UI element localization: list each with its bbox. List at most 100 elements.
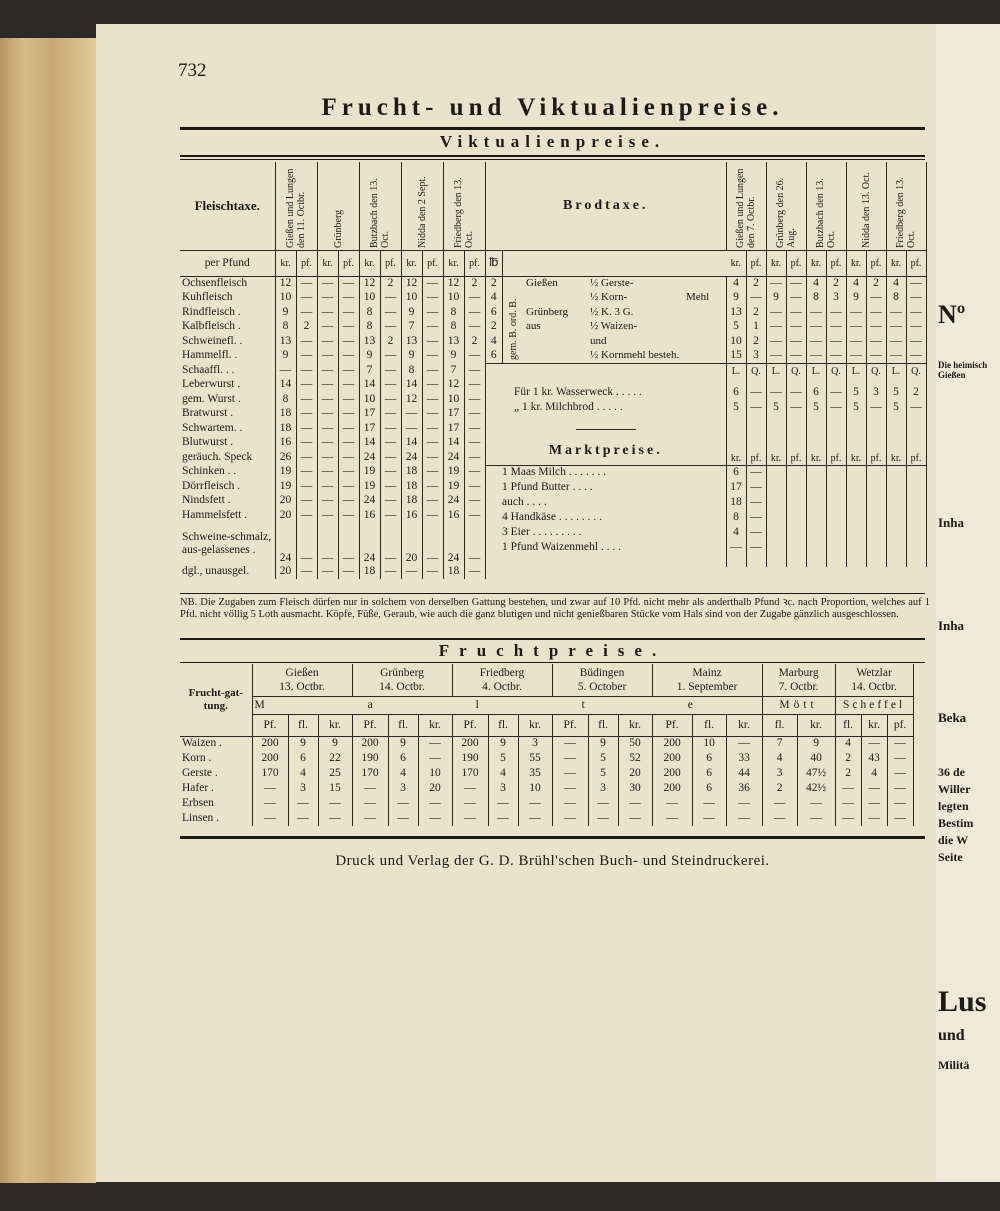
unit-header: kr. xyxy=(443,250,465,277)
value: 5 xyxy=(846,385,867,400)
value: — xyxy=(317,564,339,579)
unit-header: kr. xyxy=(846,437,867,466)
value: — xyxy=(338,450,360,465)
unit-header: kr. xyxy=(806,437,827,466)
book-edge xyxy=(0,38,96,1183)
value: — xyxy=(826,400,847,415)
city-date: 4. Octbr. xyxy=(482,680,522,693)
value: 5 xyxy=(488,751,519,766)
value: — xyxy=(338,421,360,436)
value: — xyxy=(906,305,927,320)
value: — xyxy=(786,305,807,320)
row-label: Schaaffl. . . xyxy=(180,363,276,378)
page-fragment: Nº xyxy=(938,300,966,329)
blank-cell xyxy=(786,465,807,480)
value: 13 xyxy=(443,334,465,349)
value: — xyxy=(317,392,339,407)
value: 33 xyxy=(726,751,763,766)
value: 25 xyxy=(318,766,353,781)
unit-header: Q. xyxy=(866,362,887,379)
unit-header: Pf. xyxy=(552,714,589,737)
value: — xyxy=(464,392,486,407)
value: — xyxy=(464,421,486,436)
value: — xyxy=(746,540,767,555)
value: 4 xyxy=(726,525,747,540)
grain: ½ Gerste- xyxy=(590,277,634,289)
value: — xyxy=(296,464,318,479)
value: — xyxy=(352,781,389,796)
column-header: Friedberg den 13. Oct. xyxy=(443,162,486,251)
value: 18 xyxy=(401,479,423,494)
spacer xyxy=(726,555,747,567)
value: — xyxy=(317,508,339,523)
spacer xyxy=(726,379,747,385)
value: — xyxy=(826,319,847,334)
value: 20 xyxy=(275,508,297,523)
unit-header: Pf. xyxy=(352,714,389,737)
table-row: Brodtaxe. Gießen und Lungen den 7. Octbr.… xyxy=(486,162,927,251)
city-header: Büdingen 5. October xyxy=(552,664,653,697)
value: 170 xyxy=(452,766,489,781)
value: 13 xyxy=(359,334,381,349)
value: — xyxy=(380,319,402,334)
page-fragment: Bestim xyxy=(938,816,974,830)
row-label: geräuch. Speck xyxy=(180,450,276,465)
measure: Mött xyxy=(762,696,836,715)
city-header: Butzbach den 13. Oct. xyxy=(815,178,838,248)
value: — xyxy=(380,479,402,494)
city-header: Butzbach den 13. Oct. xyxy=(369,178,391,248)
value: 4 xyxy=(762,751,798,766)
column-header: Gießen und Lungen den 7. Octbr. xyxy=(726,162,767,251)
value: 9 xyxy=(388,736,419,751)
blank-cell xyxy=(886,480,907,495)
value: — xyxy=(380,406,402,421)
page-fragment: Lus xyxy=(938,985,987,1018)
spacer xyxy=(786,415,807,437)
value: — xyxy=(380,508,402,523)
table-row: 1 Maas Milch . . . . . . . 6— xyxy=(486,465,927,480)
city-name: Gießen xyxy=(285,666,319,679)
rule xyxy=(180,593,925,594)
blank-cell xyxy=(866,510,887,525)
description: Gießen ½ Gerste- xyxy=(524,276,727,291)
value: 6 xyxy=(288,751,319,766)
value: 2 xyxy=(866,276,887,291)
value: — xyxy=(418,736,453,751)
value: 7 xyxy=(359,363,381,378)
value: — xyxy=(296,435,318,450)
value: 55 xyxy=(518,751,553,766)
city-header: Nidda den 2 Sept. xyxy=(416,176,428,248)
value: 19 xyxy=(443,464,465,479)
unit-header: fl. xyxy=(388,714,419,737)
value: — xyxy=(797,796,836,811)
spacer xyxy=(826,379,847,385)
blank-cell xyxy=(846,510,867,525)
unit-header: fl. xyxy=(588,714,619,737)
value: — xyxy=(401,564,423,579)
value: 24 xyxy=(443,450,465,465)
place: Grünberg xyxy=(526,305,568,318)
value: — xyxy=(906,276,927,291)
value: 200 xyxy=(652,751,693,766)
blank-cell xyxy=(806,510,827,525)
value: 3 xyxy=(488,781,519,796)
value: — xyxy=(464,348,486,363)
value: 5 xyxy=(846,400,867,415)
value: 14 xyxy=(401,435,423,450)
row-label: gem. Wurst . xyxy=(180,392,276,407)
table-row: Schwartem. . 18— — —17— — —17— xyxy=(180,421,486,436)
description: ½ Kornmehl besteh. xyxy=(524,348,727,363)
value: 14 xyxy=(401,377,423,392)
unit-header: kr. xyxy=(886,250,907,277)
value: 1 xyxy=(746,319,767,334)
city-name: Friedberg xyxy=(479,666,525,679)
table-row: gem. Wurst . 8— — —10—12—10— xyxy=(180,392,486,407)
footer: Druck und Verlag der G. D. Brühl'schen B… xyxy=(335,853,770,869)
value: — xyxy=(422,435,444,450)
blank-cell xyxy=(906,540,927,555)
value: — xyxy=(338,319,360,334)
value: — xyxy=(835,811,862,826)
value: 8 xyxy=(443,319,465,334)
value: — xyxy=(866,305,887,320)
row-label: Hammelsfett . xyxy=(180,508,276,523)
